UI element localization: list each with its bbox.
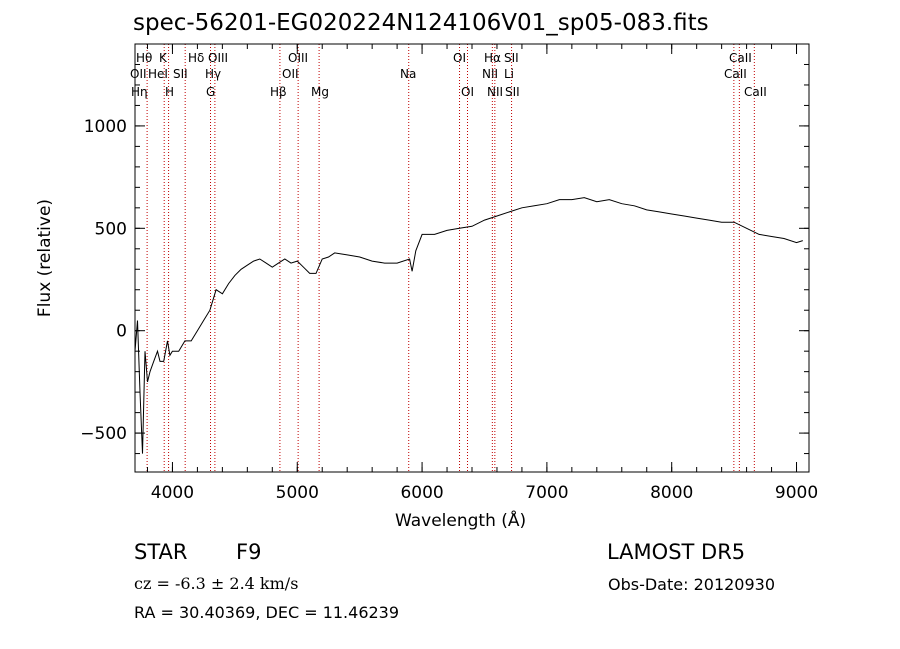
spectral-line-label: CaII xyxy=(724,67,747,81)
x-tick-label: 4000 xyxy=(151,483,194,503)
spectral-line-label: OII xyxy=(130,67,147,81)
spectral-line-label: Hθ xyxy=(136,51,152,65)
spectrum-line xyxy=(134,197,803,454)
spectral-line-label: Hβ xyxy=(270,85,287,99)
spectral-line-label: K xyxy=(159,51,168,65)
spectral-line-label: HeI xyxy=(148,67,168,81)
y-tick-label: 500 xyxy=(95,219,127,239)
spectral-line-label: Hα xyxy=(484,51,501,65)
spectral-line-label: NII xyxy=(482,67,498,81)
spectral-line-label: H xyxy=(165,85,174,99)
x-tick-label: 9000 xyxy=(775,483,818,503)
spectral-line-label: OII xyxy=(282,67,299,81)
x-tick-label: 6000 xyxy=(400,483,443,503)
chart-title: spec-56201-EG020224N124106V01_sp05-083.f… xyxy=(133,10,709,36)
object-class: STAR xyxy=(134,540,188,564)
y-axis-label: Flux (relative) xyxy=(35,198,55,318)
spectral-line-label: SII xyxy=(173,67,188,81)
y-tick-label: 1000 xyxy=(84,117,127,137)
spectral-line-label: G xyxy=(206,85,215,99)
spectral-line-markers xyxy=(146,44,755,472)
x-tick-label: 5000 xyxy=(276,483,319,503)
spectral-line-label: Hγ xyxy=(205,67,221,81)
coordinates: RA = 30.40369, DEC = 11.46239 xyxy=(134,603,400,622)
spectral-line-label: Hη xyxy=(131,85,148,99)
x-tick-label: 7000 xyxy=(525,483,568,503)
survey-name: LAMOST DR5 xyxy=(607,540,746,564)
spectral-line-label: Na xyxy=(400,67,416,81)
x-axis-label: Wavelength (Å) xyxy=(395,511,527,531)
spectral-line-label: Hδ xyxy=(188,51,204,65)
spectral-line-label: OI xyxy=(453,51,466,65)
spectral-line-label: SII xyxy=(505,85,520,99)
spectral-line-label: OIII xyxy=(288,51,308,65)
object-subclass: F9 xyxy=(236,540,262,564)
spectral-line-label: CaII xyxy=(744,85,767,99)
spectral-line-label: SII xyxy=(504,51,519,65)
spectral-line-label: CaII xyxy=(729,51,752,65)
y-tick-label: 0 xyxy=(116,322,127,342)
y-tick-label: −500 xyxy=(80,424,127,444)
spectral-line-label: Mg xyxy=(311,85,329,99)
x-tick-label: 8000 xyxy=(650,483,693,503)
redshift-velocity: cz = -6.3 ± 2.4 km/s xyxy=(134,574,299,593)
spectral-line-label: OIII xyxy=(208,51,228,65)
spectral-line-label: NII xyxy=(487,85,503,99)
axis-ticks: 4000 5000 6000 7000 8000 9000 −500 0 500 1000 xyxy=(80,44,818,503)
spectral-line-label: OI xyxy=(461,85,474,99)
plot-frame xyxy=(134,43,810,473)
spectral-line-label: Li xyxy=(504,67,514,81)
observation-date: Obs-Date: 20120930 xyxy=(608,575,776,594)
